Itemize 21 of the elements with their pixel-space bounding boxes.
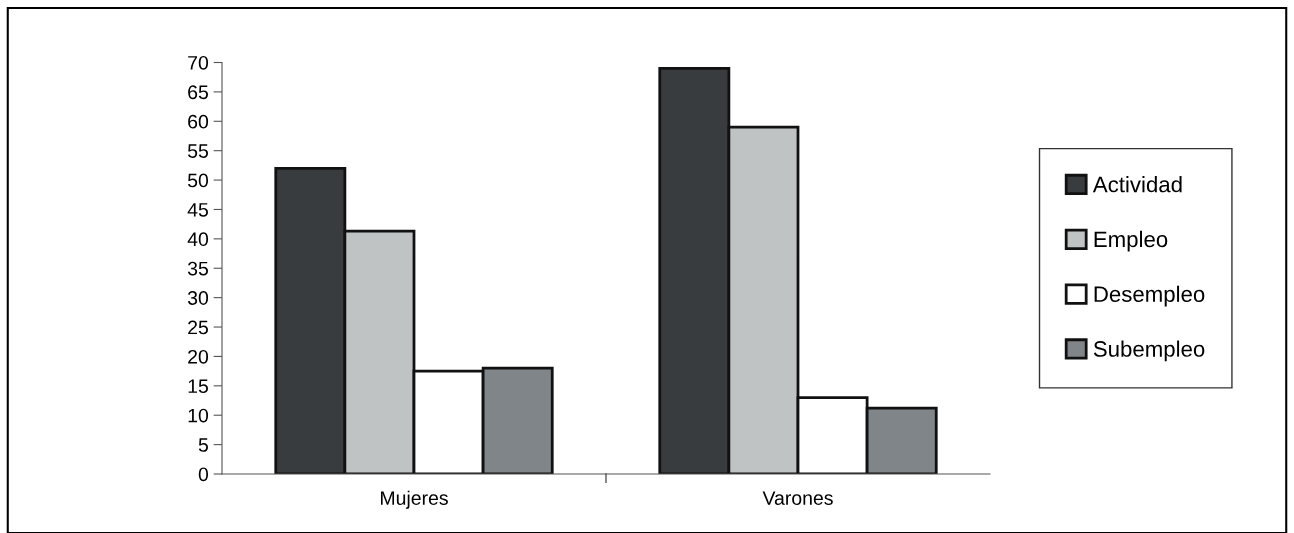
legend-label: Subempleo	[1093, 340, 1205, 362]
y-tick-label: 35	[187, 261, 208, 276]
y-tick-label: 40	[187, 232, 209, 247]
y-tick-label: 25	[188, 320, 208, 335]
x-tick-label: Mujeres	[381, 490, 448, 509]
y-tick-label: 0	[198, 467, 209, 482]
y-tick-label: 65	[188, 85, 208, 100]
legend-label: Empleo	[1094, 230, 1168, 252]
y-tick-label: 10	[188, 408, 209, 423]
legend-label: Desempleo	[1094, 285, 1205, 307]
x-tick-label: Varones	[762, 491, 833, 505]
y-tick-label: 60	[188, 114, 209, 129]
y-tick-label: 5	[198, 438, 208, 452]
y-tick-label: 15	[188, 379, 208, 394]
y-tick-label: 50	[187, 173, 209, 188]
y-tick-label: 70	[188, 55, 209, 70]
y-tick-label: 55	[187, 144, 208, 158]
legend-label: Actividad	[1092, 176, 1182, 193]
y-tick-label: 30	[187, 291, 209, 305]
y-tick-label: 20	[188, 349, 209, 364]
y-tick-label: 45	[187, 203, 208, 217]
